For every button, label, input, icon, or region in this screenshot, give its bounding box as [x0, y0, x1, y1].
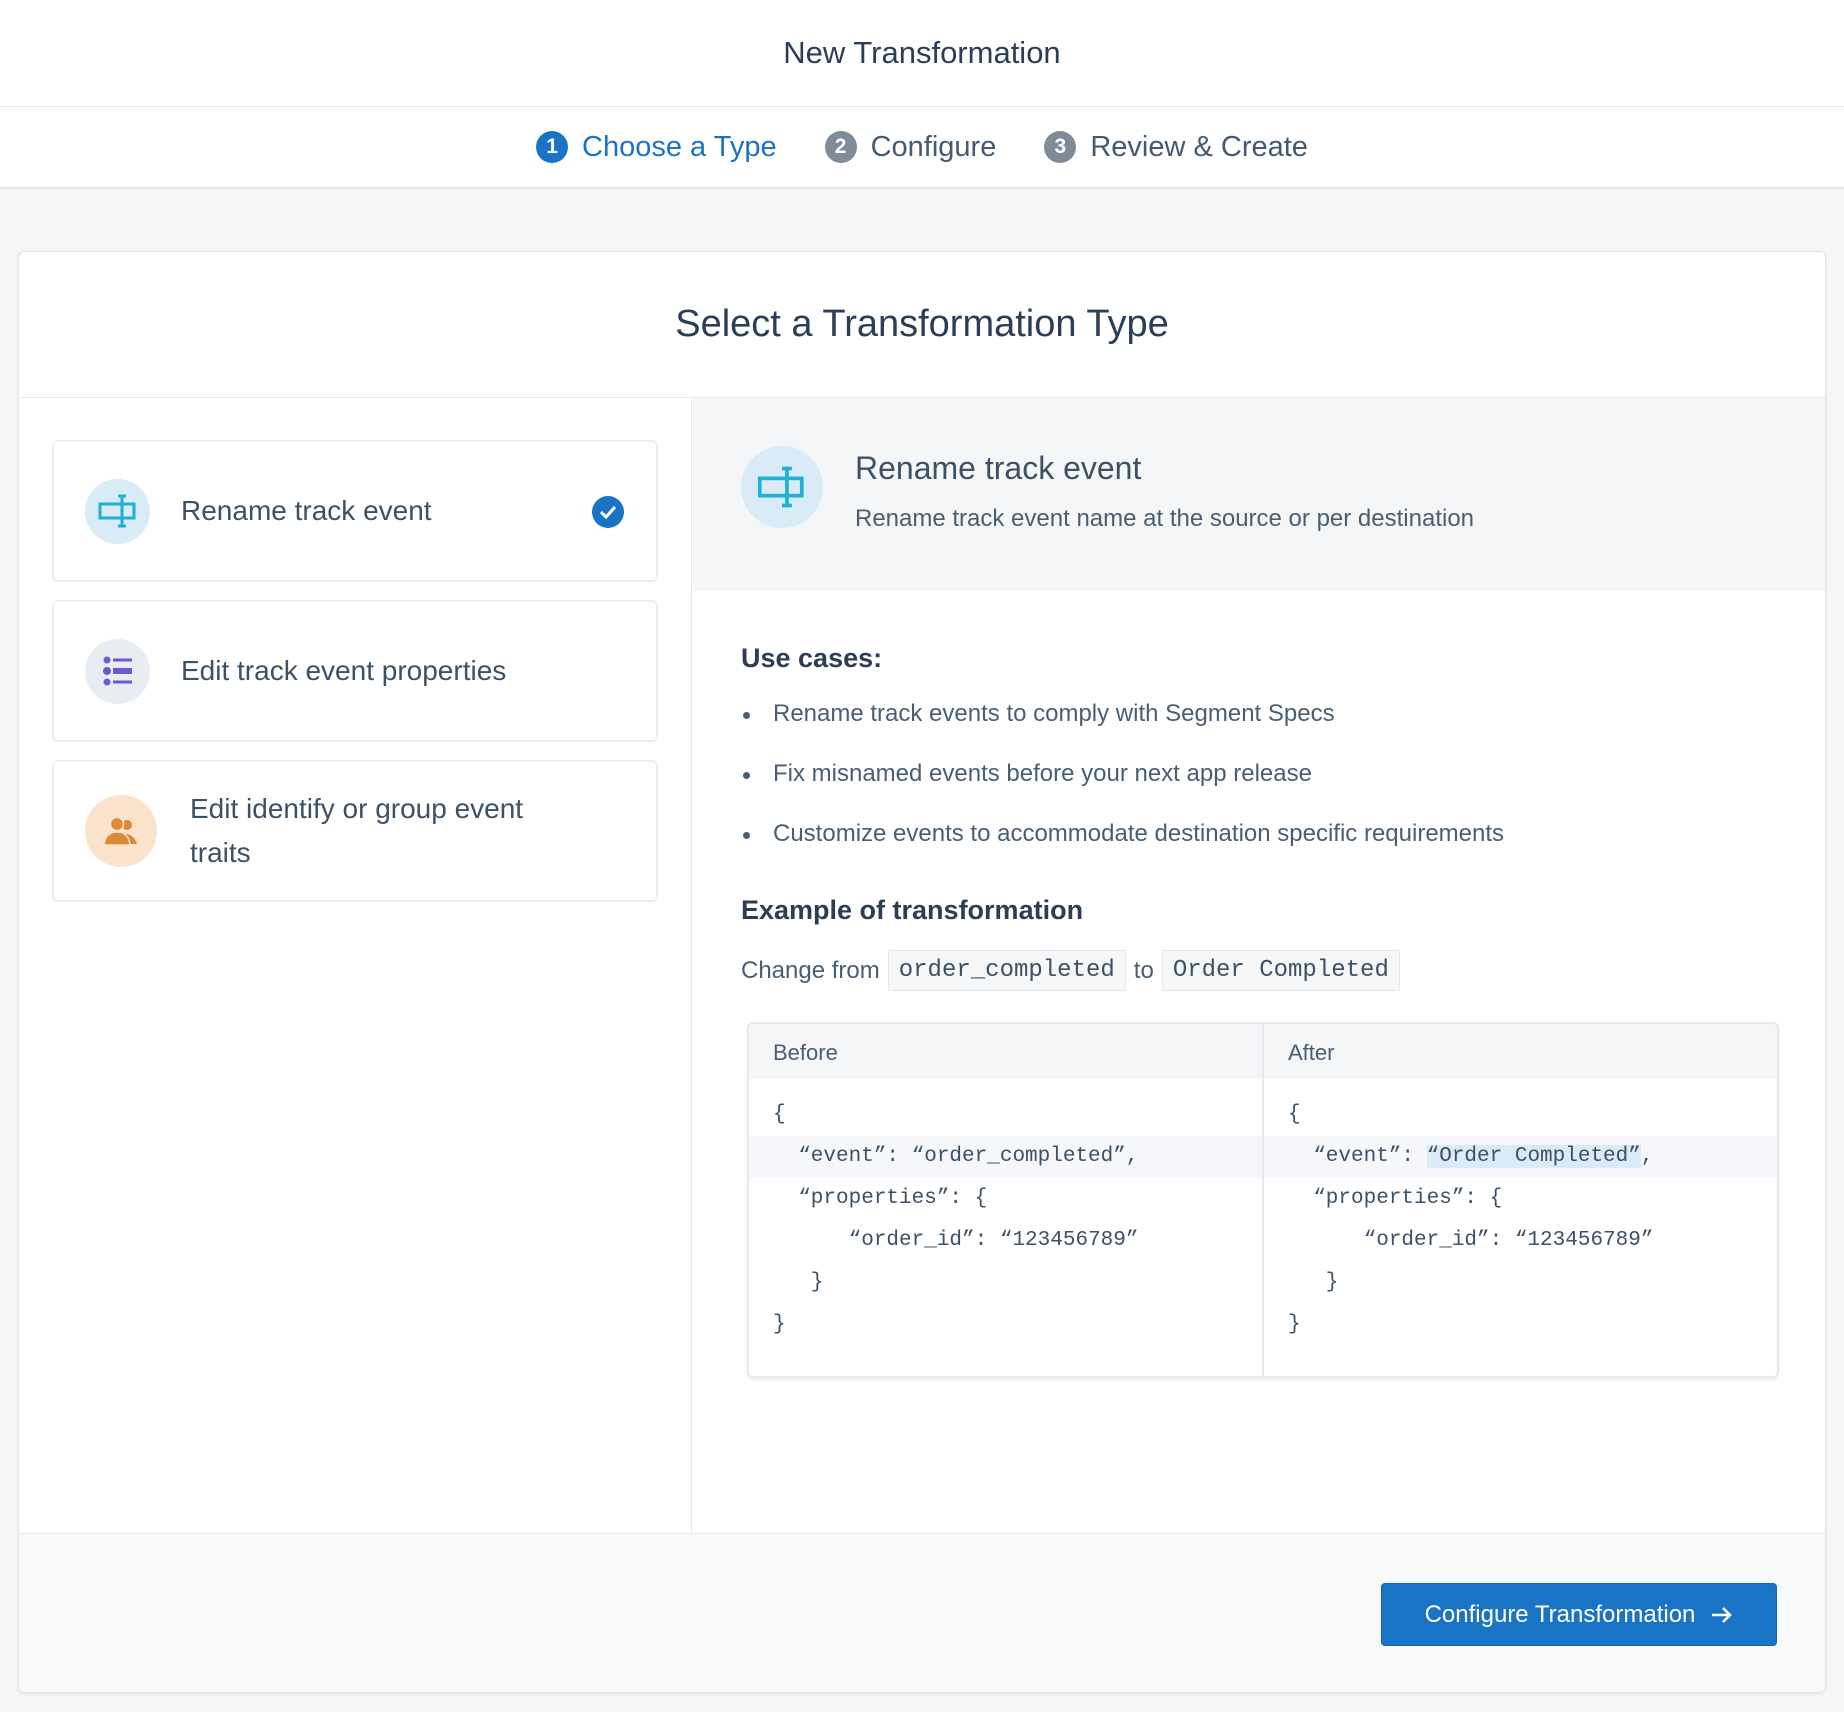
step-label: Choose a Type: [582, 130, 777, 163]
step-label: Configure: [870, 130, 997, 163]
users-icon: [85, 795, 157, 867]
before-column: Before { “event”: “order_completed”, “pr…: [749, 1024, 1262, 1376]
detail-title: Rename track event: [855, 450, 1142, 486]
list-item: Fix misnamed events before your next app…: [741, 760, 1504, 820]
before-header: Before: [749, 1024, 1262, 1079]
arrow-right-icon: [1712, 1606, 1733, 1623]
step-number: 2: [824, 131, 857, 163]
code-line: “event”: “order_completed”,: [749, 1136, 1262, 1178]
transformation-type-card: Select a Transformation Type Rename trac…: [18, 251, 1826, 1693]
use-cases-list: Rename track events to comply with Segme…: [741, 700, 1504, 880]
example-heading: Example of transformation: [741, 895, 1084, 925]
code-line: “event”: “Order Completed”,: [1264, 1136, 1777, 1178]
code-line: “order_id”: “123456789”: [773, 1229, 1139, 1252]
code-line: }: [773, 1313, 786, 1336]
page-header: New Transformation: [0, 0, 1844, 107]
to-label: to: [1133, 956, 1154, 984]
option-label: Edit identify or group event traits: [190, 793, 524, 868]
option-edit-track-event-properties[interactable]: Edit track event properties: [52, 600, 658, 742]
change-summary: Change from order_completed to Order Com…: [741, 950, 1400, 991]
detail-description: Rename track event name at the source or…: [855, 505, 1475, 532]
code-line: “order_id”: “123456789”: [1288, 1229, 1654, 1252]
code-key: “event”:: [1288, 1145, 1427, 1168]
code-line: “properties”: {: [773, 1187, 988, 1210]
list-item: Rename track events to comply with Segme…: [741, 700, 1504, 760]
after-code: { “event”: “Order Completed”, “propertie…: [1264, 1079, 1777, 1346]
button-label: Configure Transformation: [1424, 1600, 1696, 1628]
option-label: Edit track event properties: [181, 655, 507, 686]
step-number: 1: [536, 131, 569, 163]
change-from-label: Change from: [741, 956, 880, 984]
list-item: Customize events to accommodate destinat…: [741, 820, 1504, 880]
page-title: New Transformation: [783, 35, 1061, 70]
type-detail-panel: Rename track event Rename track event na…: [693, 398, 1825, 1533]
before-code: { “event”: “order_completed”, “propertie…: [749, 1079, 1262, 1346]
check-circle-icon: [592, 496, 624, 528]
type-list: Rename track event Edit track event prop…: [19, 398, 692, 1533]
rename-icon: [741, 446, 823, 528]
code-line: }: [1288, 1313, 1301, 1336]
from-value: order_completed: [887, 950, 1126, 991]
card-footer: Configure Transformation: [19, 1533, 1825, 1692]
code-punct: ,: [1640, 1145, 1654, 1168]
step-label: Review & Create: [1090, 130, 1308, 163]
use-cases-heading: Use cases:: [741, 643, 883, 673]
code-line: }: [773, 1271, 824, 1294]
code-line: }: [1288, 1271, 1339, 1294]
code-line: “properties”: {: [1288, 1187, 1503, 1210]
card-title: Select a Transformation Type: [19, 252, 1825, 398]
before-after-table: Before { “event”: “order_completed”, “pr…: [747, 1022, 1779, 1378]
detail-header: Rename track event Rename track event na…: [693, 398, 1825, 591]
step-configure[interactable]: 2 Configure: [824, 130, 997, 164]
to-value: Order Completed: [1161, 950, 1400, 991]
configure-transformation-button[interactable]: Configure Transformation: [1381, 1583, 1777, 1646]
stepper: 1 Choose a Type 2 Configure 3 Review & Crea…: [0, 107, 1844, 189]
rename-icon: [85, 478, 150, 544]
highlighted-value: “Order Completed”: [1426, 1145, 1641, 1168]
code-line: {: [1288, 1103, 1301, 1126]
option-rename-track-event[interactable]: Rename track event: [52, 440, 658, 582]
option-edit-identify-group-traits[interactable]: Edit identify or group event traits: [52, 760, 658, 902]
step-review-create[interactable]: 3 Review & Create: [1044, 131, 1308, 164]
step-number: 3: [1044, 131, 1077, 163]
step-choose-type[interactable]: 1 Choose a Type: [536, 131, 777, 164]
code-line: {: [773, 1103, 786, 1126]
list-icon: [85, 638, 150, 704]
option-label: Rename track event: [181, 495, 432, 526]
after-header: After: [1264, 1024, 1777, 1079]
after-column: After { “event”: “Order Completed”, “pro…: [1262, 1024, 1777, 1376]
